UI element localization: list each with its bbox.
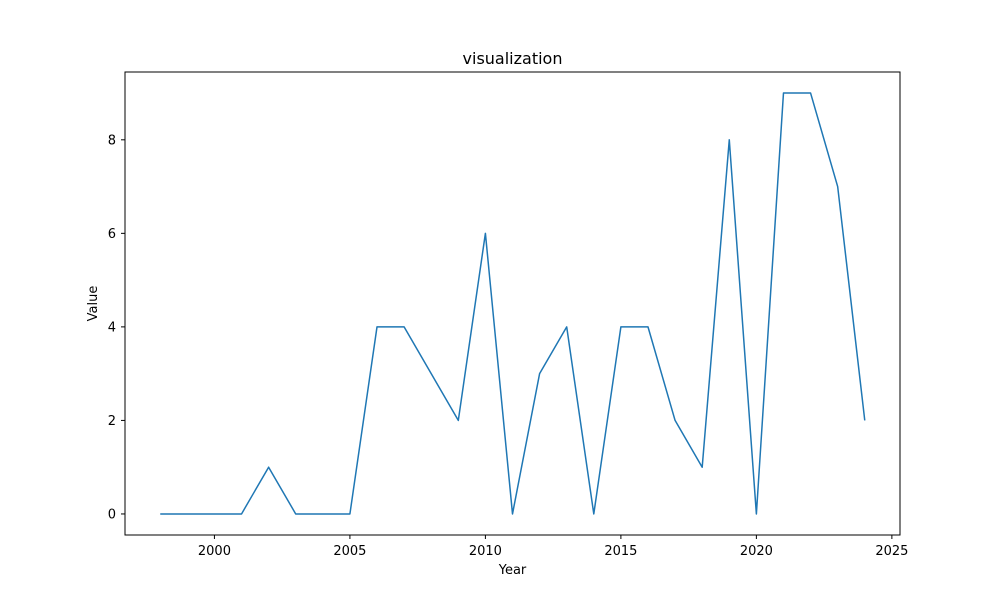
x-tick-label: 2000: [198, 544, 231, 559]
x-tick-label: 2015: [604, 544, 637, 559]
x-tick-label: 2025: [875, 544, 908, 559]
y-axis-label: Value: [86, 286, 101, 322]
chart-title: visualization: [463, 49, 563, 68]
x-tick-label: 2010: [469, 544, 502, 559]
series-line-0: [160, 92, 866, 515]
y-tick-label: 8: [108, 133, 116, 148]
y-tick-label: 6: [108, 227, 116, 242]
plot-area: [160, 92, 866, 515]
y-axis: 0 2 4 6 8: [108, 133, 125, 522]
y-tick-label: 2: [108, 414, 116, 429]
y-tick-label: 0: [108, 507, 116, 522]
x-tick-label: 2005: [333, 544, 366, 559]
x-axis-label: Year: [498, 563, 527, 578]
y-tick-label: 4: [108, 320, 116, 335]
plot-frame: [124, 71, 901, 536]
x-tick-label: 2020: [740, 544, 773, 559]
x-axis: 2000 2005 2010 2015 2020 2025: [198, 535, 908, 559]
